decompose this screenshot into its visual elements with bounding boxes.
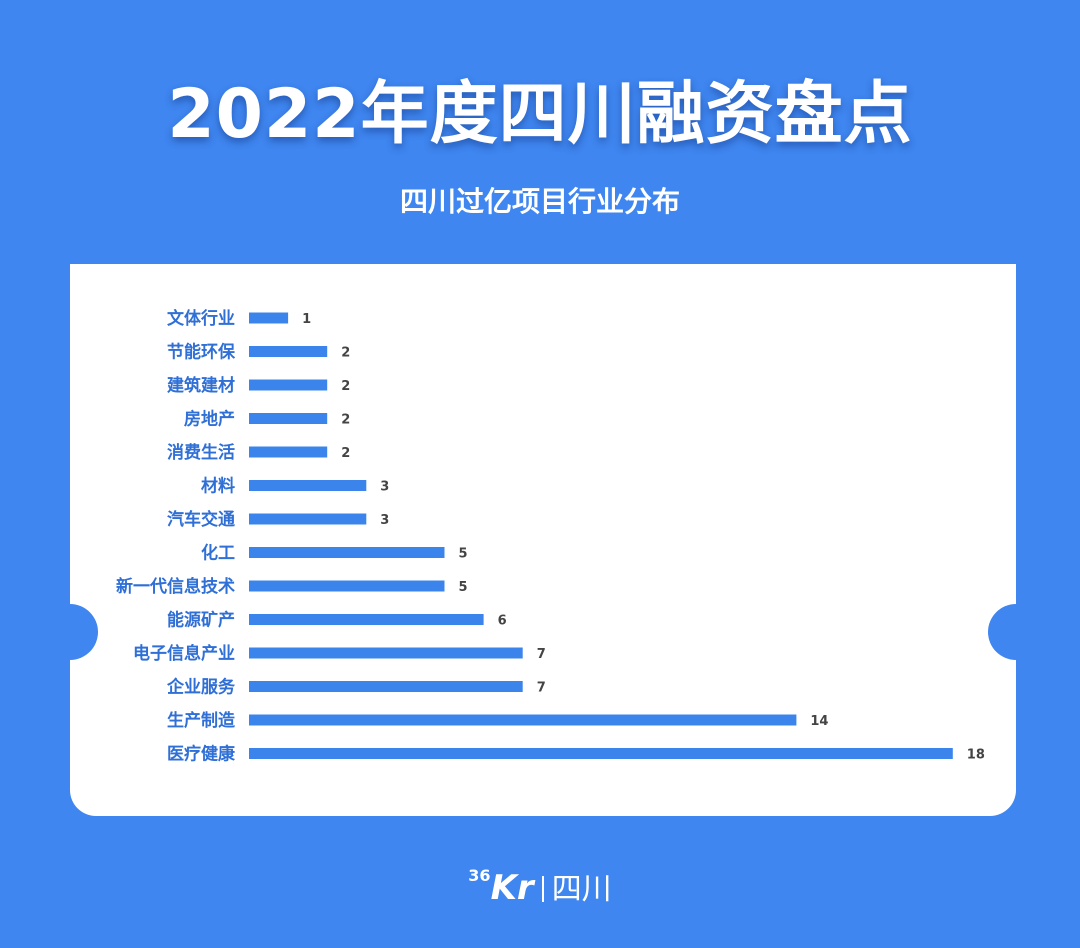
value-label: 6 — [498, 614, 507, 629]
ticket-notch-right — [988, 604, 1044, 660]
value-label: 2 — [341, 446, 350, 461]
value-label: 2 — [341, 379, 350, 394]
bar — [249, 513, 367, 525]
category-label: 建筑建材 — [167, 375, 235, 396]
logo-region: 四川 — [551, 872, 612, 907]
category-label: 文体行业 — [167, 308, 235, 329]
logo-separator — [541, 876, 544, 902]
value-label: 5 — [459, 580, 468, 595]
bar — [249, 580, 445, 592]
category-label: 电子信息产业 — [133, 643, 235, 664]
category-label: 企业服务 — [166, 677, 236, 698]
bar — [249, 346, 328, 357]
bar — [249, 480, 367, 491]
ticket-notch-left — [42, 604, 98, 660]
category-label: 消费生活 — [167, 442, 235, 463]
page-title: 2022年度四川融资盘点 — [167, 75, 913, 154]
value-label: 3 — [380, 513, 389, 528]
category-label: 汽车交通 — [167, 509, 235, 530]
bar — [249, 547, 445, 558]
value-label: 18 — [967, 748, 985, 763]
value-label: 14 — [810, 714, 828, 729]
category-label: 医疗健康 — [167, 744, 236, 765]
bar-chart: 文体行业 1 节能环保 2 建筑建材 2 房地产 2 消费生活 2 材料 3 汽车交通 3 化工 5 新一代信息… — [116, 308, 985, 765]
logo-number: 36 — [468, 866, 491, 885]
value-label: 1 — [302, 312, 311, 327]
value-label: 2 — [341, 346, 350, 361]
value-label: 7 — [537, 681, 546, 696]
category-label: 新一代信息技术 — [116, 576, 235, 597]
bar — [249, 714, 797, 726]
bar — [249, 446, 328, 458]
category-label: 能源矿产 — [167, 610, 235, 631]
bar — [249, 413, 328, 424]
value-label: 2 — [341, 413, 350, 428]
category-label: 化工 — [201, 543, 235, 564]
footer-logo: 36Kr 四川 — [0, 864, 1080, 908]
bar — [249, 748, 953, 759]
category-label: 房地产 — [184, 409, 235, 430]
logo-letters: Kr — [490, 868, 534, 908]
category-label: 节能环保 — [167, 342, 236, 363]
bar — [249, 312, 289, 324]
category-label: 材料 — [201, 476, 235, 497]
value-label: 3 — [380, 480, 389, 495]
bar — [249, 647, 523, 659]
value-label: 5 — [459, 547, 468, 562]
category-label: 生产制造 — [167, 710, 236, 731]
chart-card: 文体行业 1 节能环保 2 建筑建材 2 房地产 2 消费生活 2 材料 3 汽车交通 3 化工 5 新一代信息… — [42, 264, 1044, 816]
bar — [249, 614, 484, 625]
bar — [249, 379, 328, 391]
value-label: 7 — [537, 647, 546, 662]
bar — [249, 681, 523, 692]
chart-subtitle: 四川过亿项目行业分布 — [399, 185, 680, 218]
